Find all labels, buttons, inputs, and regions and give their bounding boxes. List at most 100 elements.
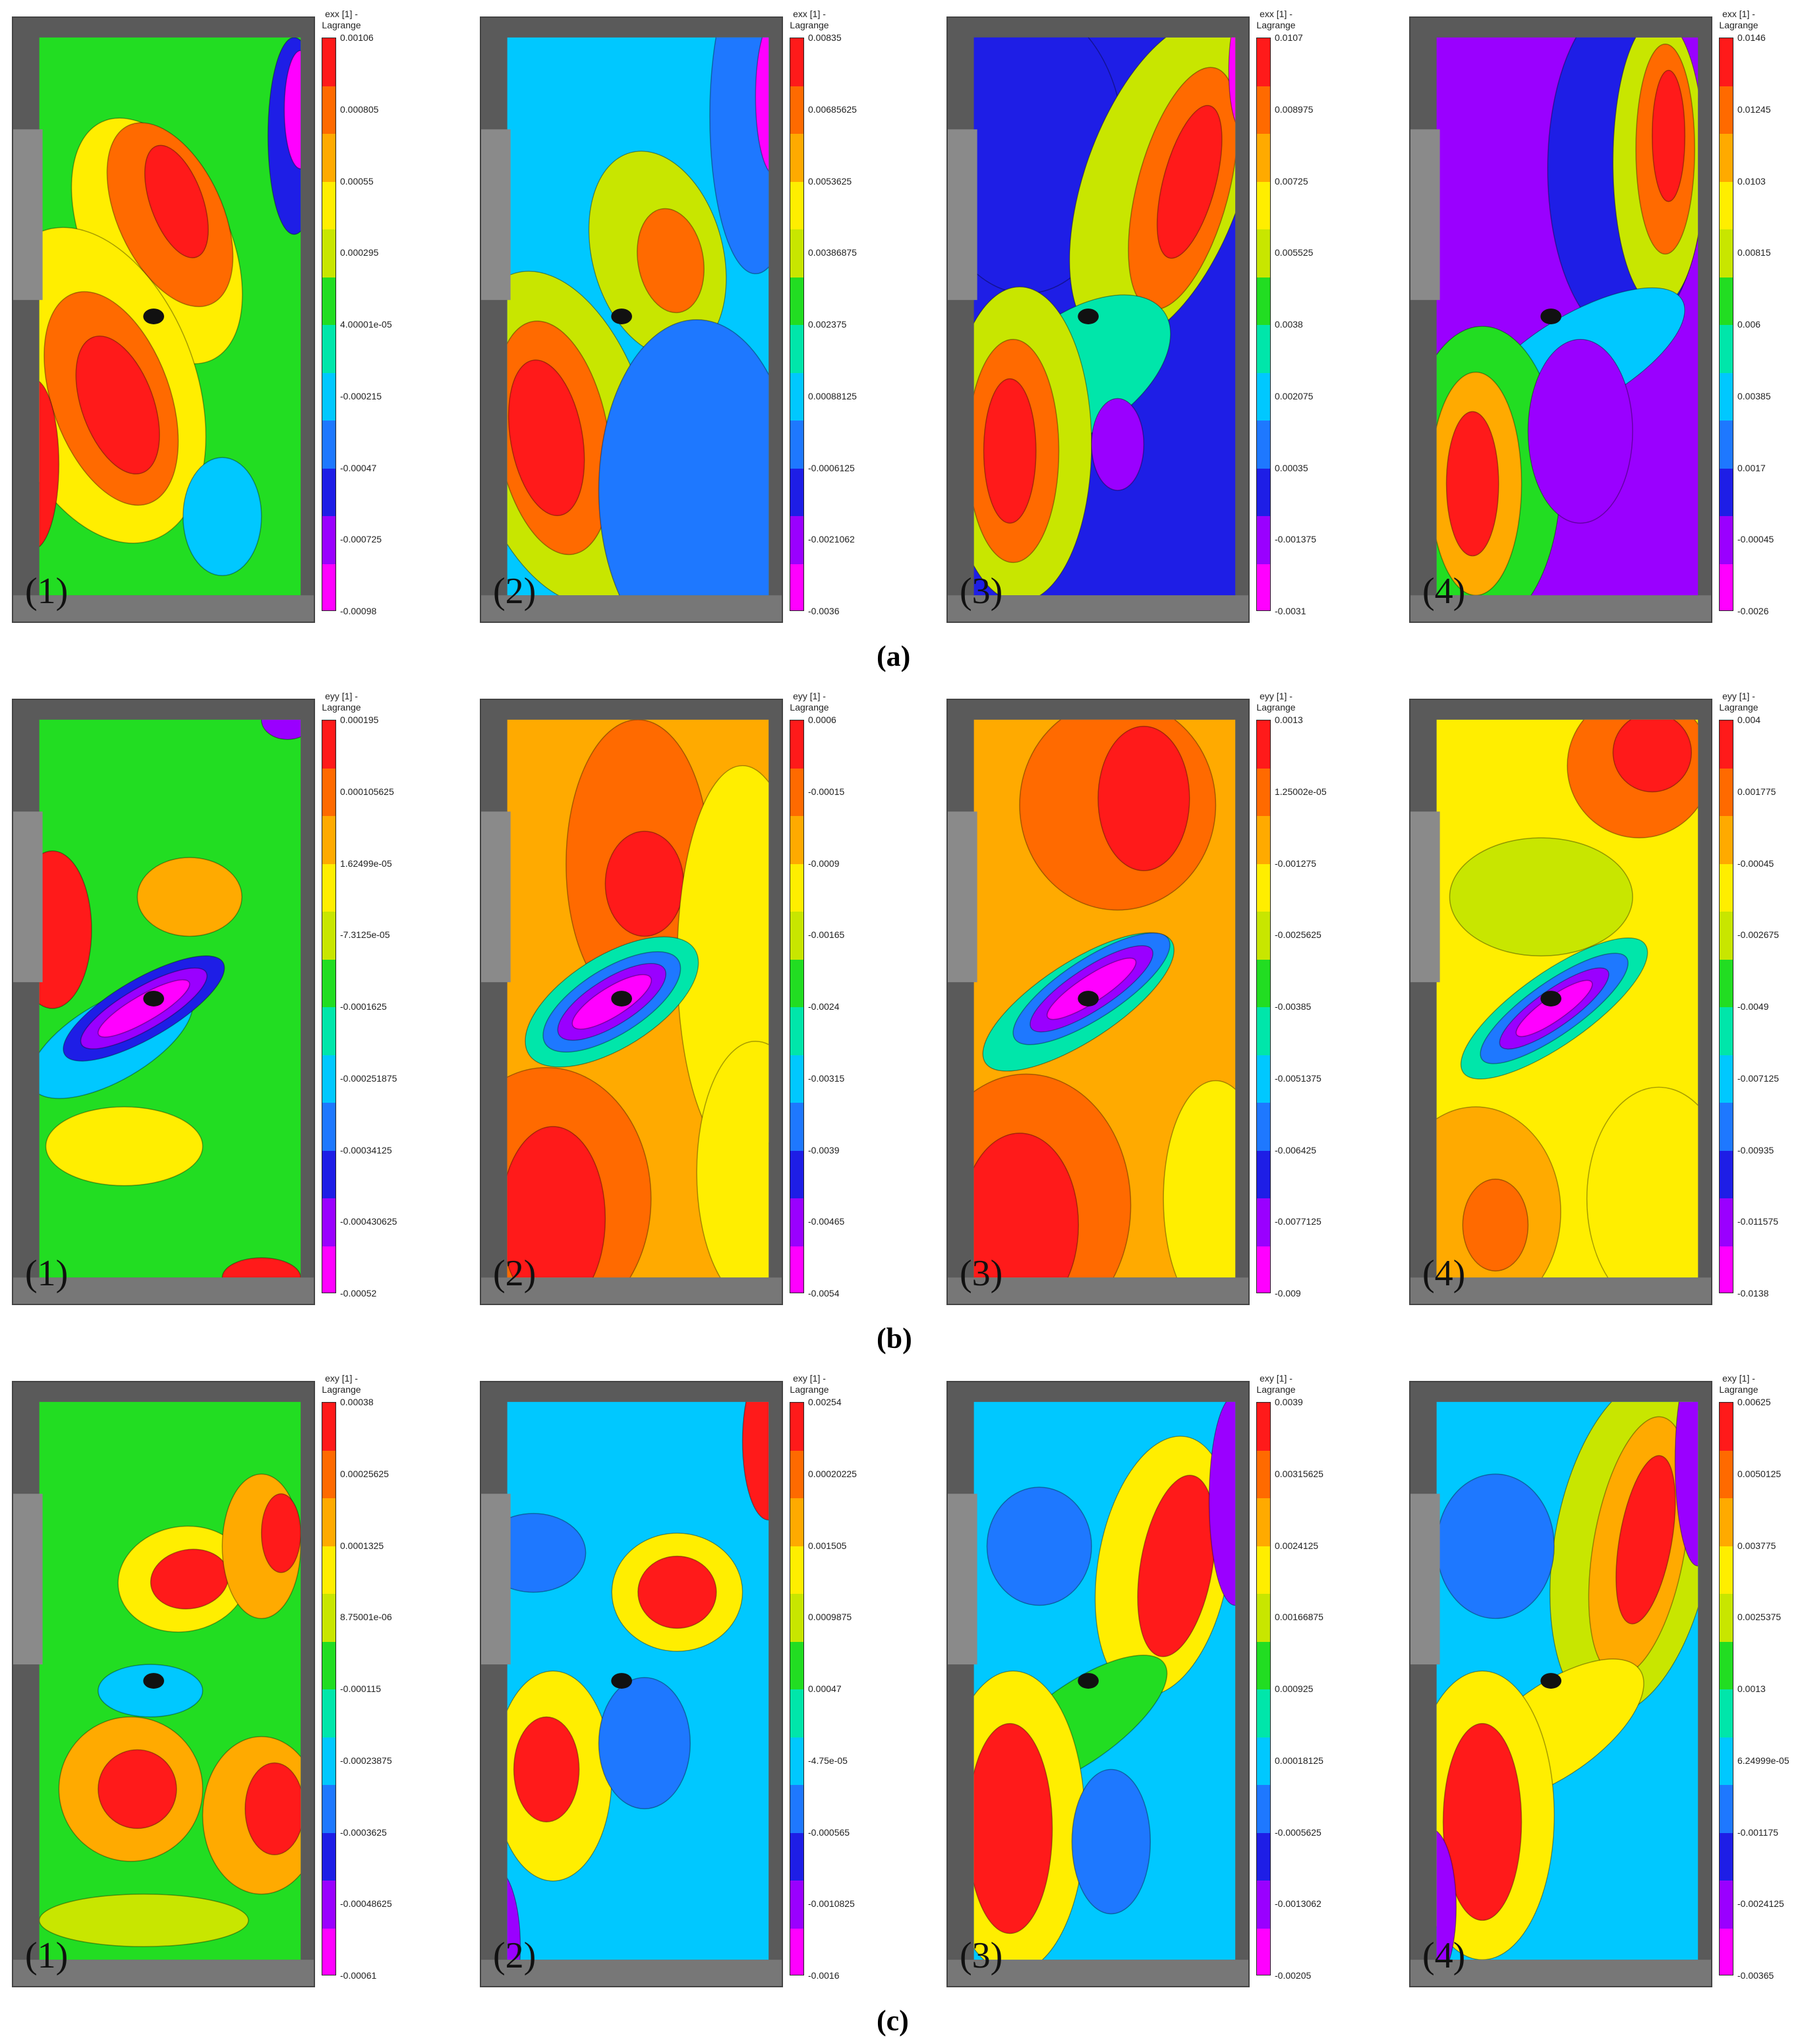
colorbar-tick-label: -0.001175	[1737, 1826, 1779, 1838]
colorbar-swatch	[790, 863, 803, 912]
flaw-marker	[1540, 308, 1561, 324]
panel-label: (1)	[25, 1253, 69, 1294]
colorbar-swatch	[790, 768, 803, 816]
contour-region	[1652, 69, 1686, 202]
panel-label: (1)	[25, 1935, 69, 1976]
colorbar	[1256, 1402, 1271, 1975]
colorbar-swatch	[1257, 1641, 1270, 1689]
colorbar-tick-label: -0.00465	[808, 1216, 845, 1227]
colorbar-tick-label: 0.00025625	[340, 1468, 389, 1479]
flaw-marker	[143, 991, 164, 1007]
contour-region	[1091, 397, 1145, 491]
colorbar-tick-label: 0.00385	[1737, 390, 1771, 401]
colorbar-tick-label: 0.01245	[1737, 103, 1771, 115]
specimen-strain-map	[1409, 16, 1712, 623]
contour-region	[1586, 1086, 1698, 1278]
colorbar-swatch	[1720, 421, 1733, 469]
colorbar-tick-label: 1.62499e-05	[340, 858, 392, 869]
colorbar	[322, 1402, 336, 1975]
colorbar-tick-label: -0.00205	[1275, 1970, 1312, 1981]
specimen-strain-map	[480, 1381, 783, 1987]
contour-panel: (3) exy [1] - Lagrange 0.0039 0.00315625 0.0…	[946, 1373, 1368, 2014]
contour-panel: (2) exy [1] - Lagrange 0.00254 0.00020225 0.…	[480, 1373, 902, 2014]
specimen-base	[13, 1960, 314, 1986]
colorbar-swatch	[1720, 1103, 1733, 1151]
colorbar-swatch	[322, 1785, 335, 1833]
colorbar-swatch	[322, 1403, 335, 1451]
colorbar-swatch	[1720, 564, 1733, 610]
flaw-marker	[611, 991, 632, 1007]
colorbar-tick-label: -0.000251875	[340, 1072, 397, 1084]
strain-contour-svg	[1410, 37, 1711, 622]
contour-region	[986, 1486, 1092, 1606]
colorbar-swatch	[1257, 912, 1270, 960]
colorbar-tick-label: 0.00020225	[808, 1468, 857, 1479]
contour-region	[507, 1513, 587, 1593]
colorbar-swatch	[1257, 38, 1270, 86]
colorbar-swatch	[1720, 1594, 1733, 1642]
colorbar-title: exx [1] - Lagrange	[1719, 9, 1758, 30]
contour-region	[1137, 1475, 1216, 1658]
contour-region	[604, 831, 685, 937]
colorbar-tick-label: -0.000430625	[340, 1216, 397, 1227]
colorbar	[322, 38, 336, 611]
colorbar-swatch	[1720, 1928, 1733, 1975]
colorbar-tick-label: -0.0024125	[1737, 1898, 1784, 1910]
colorbar-swatch	[322, 1881, 335, 1929]
colorbar-swatch	[322, 277, 335, 325]
colorbar-swatch	[1720, 1246, 1733, 1293]
panel-label: (4)	[1422, 1935, 1466, 1976]
colorbar-tick-label: 0.00166875	[1275, 1612, 1323, 1623]
colorbar-tick-label: -0.001275	[1275, 858, 1317, 869]
colorbar-swatch	[790, 1641, 803, 1689]
colorbar-swatch	[790, 564, 803, 610]
colorbar-tick-label: -0.00015	[808, 786, 845, 797]
row-label-text: (b)	[877, 1322, 912, 1355]
colorbar-tick-label: 0.00047	[808, 1683, 842, 1694]
colorbar-swatch	[1257, 421, 1270, 469]
colorbar-tick-label: 0.00386875	[808, 247, 857, 258]
contour-region	[1071, 1768, 1151, 1915]
panel-label: (1)	[25, 571, 69, 612]
colorbar-tick-label: -0.00045	[1737, 858, 1774, 869]
colorbar-tick-label: 8.75001e-06	[340, 1612, 392, 1623]
colorbar-tick-label: 0.004	[1737, 715, 1761, 725]
colorbar-tick-label: -0.0036	[808, 606, 840, 616]
colorbar-tick-label: 1.25002e-05	[1275, 786, 1327, 797]
row-label: (b)	[877, 1322, 912, 1355]
colorbar-swatch	[1720, 816, 1733, 864]
colorbar-tick-label: 6.24999e-05	[1737, 1755, 1789, 1766]
colorbar-title: exy [1] - Lagrange	[322, 1373, 361, 1395]
colorbar-tick-label: 0.000925	[1275, 1683, 1314, 1694]
colorbar-swatch	[1720, 86, 1733, 134]
colorbar-swatch	[790, 959, 803, 1007]
colorbar-swatch	[322, 86, 335, 134]
strain-contour-svg	[481, 719, 782, 1304]
panel-label: (4)	[1422, 571, 1466, 612]
colorbar-tick-label: -0.0051375	[1275, 1072, 1321, 1084]
specimen-base	[1410, 1960, 1711, 1986]
specimen-base	[481, 1960, 782, 1986]
colorbar-swatch	[1720, 1198, 1733, 1246]
colorbar-swatch	[1257, 1055, 1270, 1103]
flaw-marker	[1540, 1673, 1561, 1689]
colorbar-tick-label: -0.00098	[340, 606, 377, 616]
colorbar-tick-label: 0.005525	[1275, 247, 1314, 258]
notch-edge	[481, 1494, 511, 1665]
colorbar-swatch	[1257, 1246, 1270, 1293]
flaw-marker	[143, 1673, 164, 1689]
strain-contour-svg	[1410, 719, 1711, 1304]
colorbar-swatch	[790, 1546, 803, 1594]
colorbar-tick-label: -0.0009	[808, 858, 840, 869]
colorbar-tick-label: -0.0077125	[1275, 1216, 1321, 1227]
colorbar-swatch	[1720, 1832, 1733, 1881]
colorbar-tick-label: 0.00685625	[808, 103, 857, 115]
colorbar-swatch	[322, 181, 335, 229]
colorbar-tick-label: -0.001375	[1275, 534, 1317, 545]
colorbar-tick-label: 0.00018125	[1275, 1755, 1323, 1766]
colorbar-tick-label: -7.3125e-05	[340, 929, 390, 941]
colorbar-tick-label: 0.00815	[1737, 247, 1771, 258]
colorbar-swatch	[1257, 1450, 1270, 1498]
specimen-base	[13, 595, 314, 622]
colorbar-tick-label: 0.0038	[1275, 319, 1303, 330]
